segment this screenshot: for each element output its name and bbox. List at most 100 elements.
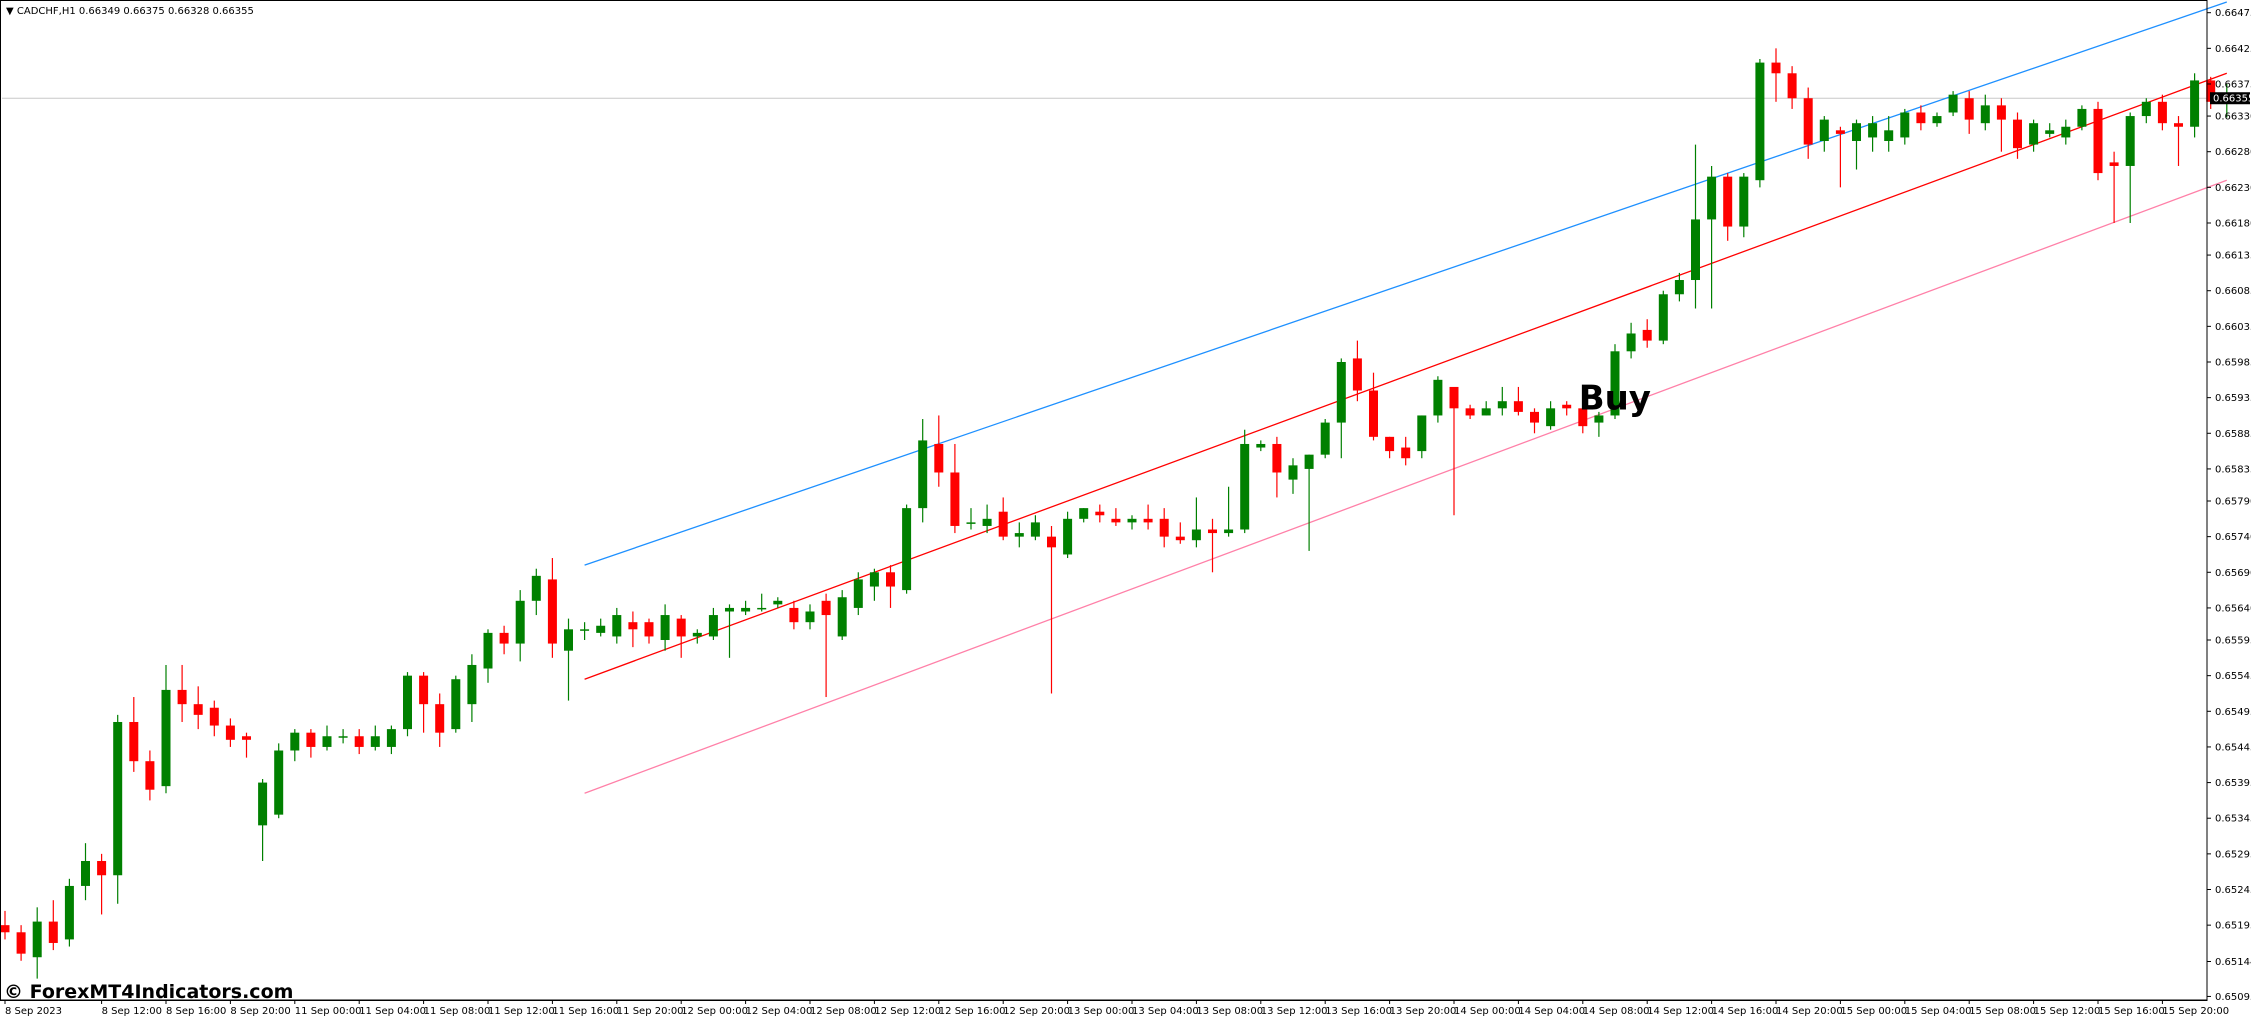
candle — [1771, 48, 1781, 102]
candle — [2157, 94, 2167, 131]
candle-body — [1964, 98, 1974, 120]
x-tick-label: 14 Sep 00:00 — [1454, 1006, 1521, 1017]
candle-body — [612, 615, 622, 637]
candle-body — [1401, 447, 1411, 459]
candle — [1562, 401, 1572, 416]
candle-body — [1980, 105, 1990, 124]
candle-body — [869, 572, 879, 587]
candle-body — [1900, 112, 1910, 138]
candle — [1691, 144, 1700, 309]
candle — [1030, 515, 1040, 541]
candle-body — [531, 575, 541, 601]
candle — [547, 558, 557, 658]
candle — [1063, 511, 1073, 559]
candle — [0, 910, 10, 940]
y-tick-label: 0.65245 — [2215, 885, 2251, 896]
candle — [113, 714, 123, 904]
candle-body — [692, 632, 702, 637]
candle — [966, 508, 976, 530]
candle-body — [676, 618, 686, 637]
x-tick-label: 13 Sep 12:00 — [1261, 1006, 1328, 1017]
candle-body — [467, 664, 477, 705]
candle — [1288, 458, 1298, 494]
candle — [1739, 173, 1749, 238]
candle — [1385, 436, 1395, 459]
candle — [1143, 504, 1153, 530]
candle-body — [982, 518, 992, 526]
candle — [274, 743, 284, 819]
candle-body — [644, 622, 654, 637]
y-tick-label: 0.65545 — [2215, 671, 2251, 682]
x-tick-label: 15 Sep 16:00 — [2098, 1006, 2165, 1017]
y-tick-label: 0.66375 — [2215, 79, 2251, 90]
candle — [209, 700, 219, 737]
candle-body — [1868, 123, 1878, 138]
candle — [242, 732, 251, 758]
x-tick-label: 14 Sep 20:00 — [1776, 1006, 1843, 1017]
candle — [1964, 91, 1974, 134]
candle — [1948, 91, 1958, 117]
x-tick-label: 14 Sep 08:00 — [1583, 1006, 1650, 1017]
candle — [853, 572, 863, 616]
candle-body — [1948, 94, 1958, 113]
candle — [306, 729, 316, 758]
x-tick-label: 15 Sep 00:00 — [1840, 1006, 1907, 1017]
candle — [1320, 419, 1330, 459]
candle-body — [435, 704, 445, 733]
x-tick-label: 13 Sep 08:00 — [1196, 1006, 1263, 1017]
candle-body — [886, 572, 895, 587]
candle — [2045, 123, 2055, 138]
candle-body — [1755, 62, 1765, 181]
candle — [419, 672, 429, 733]
candle — [2125, 112, 2135, 223]
candle-body — [853, 579, 863, 608]
x-tick-label: 11 Sep 20:00 — [617, 1006, 684, 1017]
y-tick-label: 0.65445 — [2215, 742, 2251, 753]
candle-body — [2045, 130, 2055, 134]
candle — [1336, 358, 1346, 459]
candle — [1626, 322, 1636, 359]
candle-body — [338, 736, 348, 738]
candle — [1513, 386, 1523, 416]
x-tick-label: 8 Sep 16:00 — [166, 1006, 226, 1017]
candle — [2013, 112, 2022, 159]
candle — [660, 604, 670, 651]
candle — [1175, 522, 1185, 544]
candle-body — [1932, 116, 1942, 124]
candle-body — [1803, 98, 1813, 145]
candle-body — [1417, 415, 1427, 452]
candle-body — [757, 607, 767, 610]
candle-body — [161, 689, 171, 787]
lower-channel-line — [584, 179, 2228, 794]
candle — [676, 615, 686, 658]
candle-body — [2109, 162, 2119, 166]
candle — [338, 729, 348, 744]
candle-body — [419, 675, 429, 705]
candle — [1932, 112, 1942, 127]
candle-body — [1127, 518, 1137, 523]
candle — [1803, 87, 1813, 159]
candle-body — [2013, 119, 2022, 149]
candle — [1610, 344, 1620, 420]
candle-body — [1369, 390, 1378, 437]
candle-body — [1352, 358, 1362, 391]
candle — [48, 900, 58, 951]
candle-body — [1658, 294, 1668, 341]
candle-body — [1739, 176, 1749, 227]
x-tick-label: 13 Sep 20:00 — [1390, 1006, 1457, 1017]
candle-body — [354, 736, 364, 747]
candle-body — [1578, 408, 1588, 427]
candle — [1530, 408, 1539, 434]
x-tick-label: 8 Sep 20:00 — [230, 1006, 290, 1017]
x-tick-label: 11 Sep 12:00 — [488, 1006, 555, 1017]
chart-header: ▼ CADCHF,H1 0.66349 0.66375 0.66328 0.66… — [6, 6, 254, 17]
candle-body — [580, 629, 590, 631]
candle-body — [1030, 522, 1040, 537]
candle-body — [1272, 443, 1282, 473]
candle — [612, 607, 622, 644]
candle — [515, 590, 525, 662]
candle-body — [1530, 411, 1539, 423]
candle-body — [48, 921, 58, 943]
x-tick-label: 8 Sep 2023 — [5, 1006, 62, 1017]
